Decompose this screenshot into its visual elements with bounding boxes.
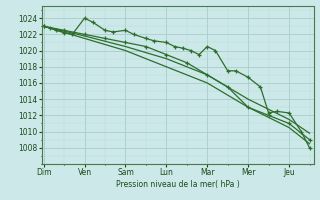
- X-axis label: Pression niveau de la mer( hPa ): Pression niveau de la mer( hPa ): [116, 180, 239, 189]
